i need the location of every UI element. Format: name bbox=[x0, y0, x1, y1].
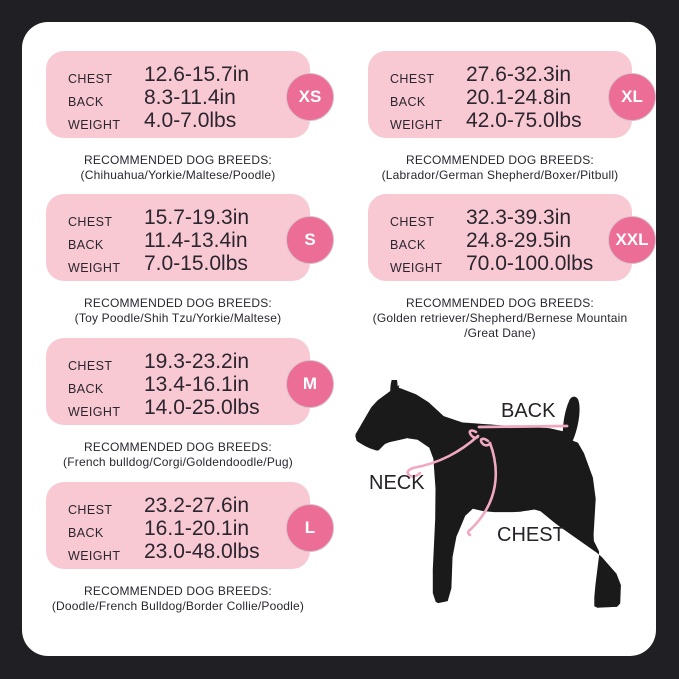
svg-text:BACK: BACK bbox=[501, 400, 556, 422]
svg-text:NECK: NECK bbox=[369, 472, 425, 494]
svg-text:CHEST: CHEST bbox=[497, 524, 565, 546]
